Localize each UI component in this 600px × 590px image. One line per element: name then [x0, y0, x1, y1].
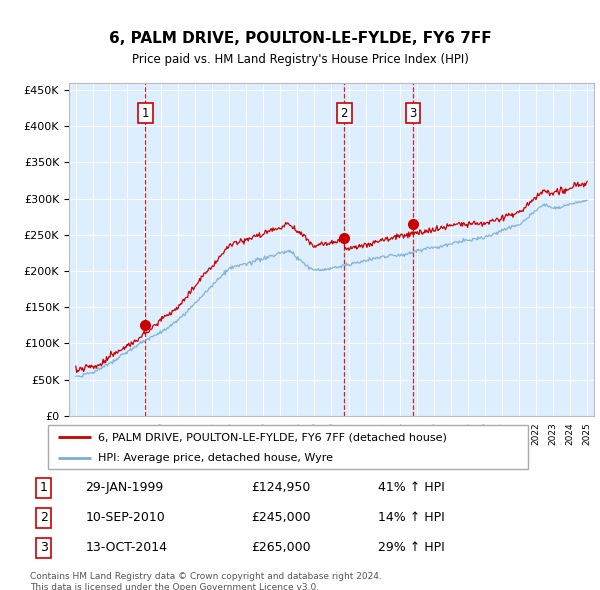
FancyBboxPatch shape — [48, 425, 528, 469]
Text: 2: 2 — [40, 511, 48, 525]
Text: 3: 3 — [409, 107, 417, 120]
Text: 2: 2 — [341, 107, 348, 120]
Text: 41% ↑ HPI: 41% ↑ HPI — [378, 481, 445, 494]
Text: £124,950: £124,950 — [251, 481, 310, 494]
Text: 6, PALM DRIVE, POULTON-LE-FYLDE, FY6 7FF: 6, PALM DRIVE, POULTON-LE-FYLDE, FY6 7FF — [109, 31, 491, 46]
Text: £265,000: £265,000 — [251, 542, 310, 555]
Text: 1: 1 — [40, 481, 48, 494]
Text: 29% ↑ HPI: 29% ↑ HPI — [378, 542, 445, 555]
Text: Price paid vs. HM Land Registry's House Price Index (HPI): Price paid vs. HM Land Registry's House … — [131, 53, 469, 65]
Text: Contains HM Land Registry data © Crown copyright and database right 2024.
This d: Contains HM Land Registry data © Crown c… — [30, 572, 382, 590]
Text: 1: 1 — [142, 107, 149, 120]
Text: £245,000: £245,000 — [251, 511, 310, 525]
Text: HPI: Average price, detached house, Wyre: HPI: Average price, detached house, Wyre — [98, 453, 334, 463]
Text: 3: 3 — [40, 542, 48, 555]
Text: 13-OCT-2014: 13-OCT-2014 — [85, 542, 167, 555]
Text: 29-JAN-1999: 29-JAN-1999 — [85, 481, 163, 494]
Text: 6, PALM DRIVE, POULTON-LE-FYLDE, FY6 7FF (detached house): 6, PALM DRIVE, POULTON-LE-FYLDE, FY6 7FF… — [98, 432, 447, 442]
Text: 10-SEP-2010: 10-SEP-2010 — [85, 511, 165, 525]
Text: 14% ↑ HPI: 14% ↑ HPI — [378, 511, 445, 525]
